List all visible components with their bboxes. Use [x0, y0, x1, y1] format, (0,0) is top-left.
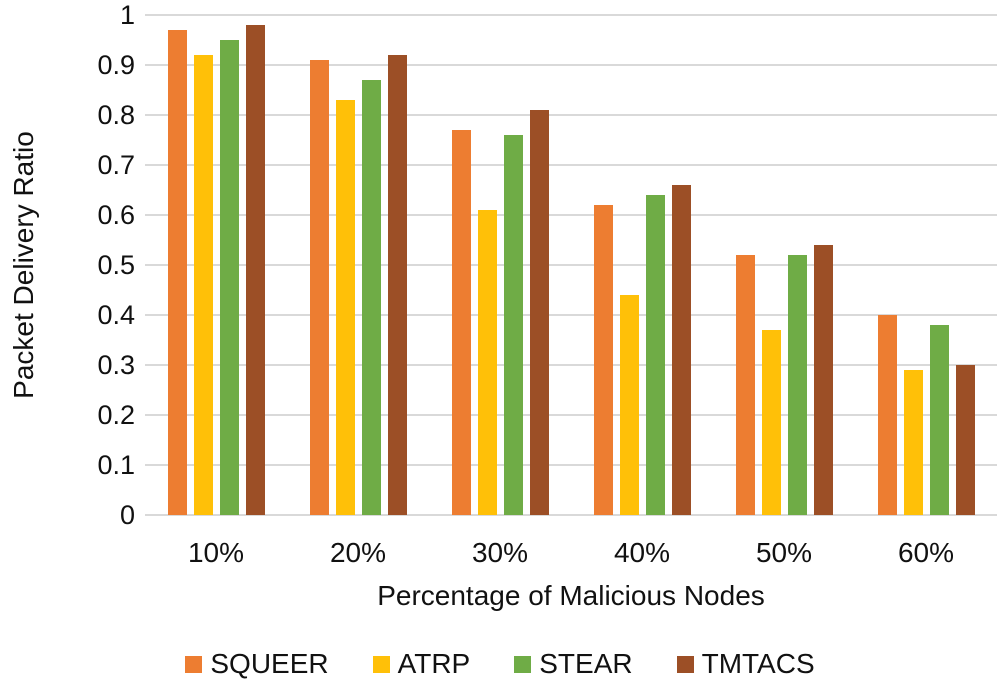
bar-stear-60%	[929, 325, 949, 515]
y-tick-label-0.7: 0.7	[97, 150, 135, 180]
y-tick-label-0: 0	[119, 500, 135, 530]
bar-tmtacs-50%	[813, 245, 833, 515]
legend-label-atrp: ATRP	[397, 648, 471, 679]
y-tick-label-0.4: 0.4	[97, 300, 135, 330]
bar-stear-50%	[787, 255, 807, 515]
y-tick-labels: 1 0.9 0.8 0.7 0.6 0.5 0.4 0.3 0.2 0.1 0	[0, 0, 135, 530]
legend-swatch-squeer	[185, 655, 203, 673]
x-tick-label-60%: 60%	[897, 537, 955, 568]
bar-squeer-20%	[309, 60, 329, 515]
gridline-0.8	[145, 114, 997, 116]
bar-group-10%	[145, 15, 287, 515]
bar-stear-10%	[219, 40, 239, 515]
bar-group-50%	[713, 15, 855, 515]
gridline-0.1	[145, 464, 997, 466]
gridline-0.4	[145, 314, 997, 316]
legend-label-squeer: SQUEER	[210, 648, 329, 679]
x-tick-labels: 10% 20% 30% 40% 50% 60%	[145, 537, 997, 569]
y-tick-label-0.8: 0.8	[97, 100, 135, 130]
bar-tmtacs-40%	[671, 185, 691, 515]
bar-group-20%	[287, 15, 429, 515]
legend-item-tmtacs: TMTACS	[676, 648, 815, 680]
y-tick-label-0.6: 0.6	[97, 200, 135, 230]
bar-squeer-60%	[877, 315, 897, 515]
bar-atrp-40%	[619, 295, 639, 515]
bar-group-40%	[571, 15, 713, 515]
gridline-0	[145, 514, 997, 516]
bar-groups	[145, 15, 997, 515]
y-tick-label-0.1: 0.1	[97, 450, 135, 480]
legend-swatch-atrp	[372, 655, 390, 673]
legend-item-stear: STEAR	[514, 648, 633, 680]
gridline-0.6	[145, 214, 997, 216]
legend-label-tmtacs: TMTACS	[701, 648, 815, 679]
legend-swatch-stear	[514, 655, 532, 673]
bar-atrp-10%	[193, 55, 213, 515]
y-tick-label-0.9: 0.9	[97, 50, 135, 80]
bar-tmtacs-60%	[955, 365, 975, 515]
x-tick-label-10%: 10%	[187, 537, 245, 568]
legend-label-stear: STEAR	[539, 648, 633, 679]
y-tick-label-0.3: 0.3	[97, 350, 135, 380]
bar-tmtacs-10%	[245, 25, 265, 515]
y-tick-label-0.5: 0.5	[97, 250, 135, 280]
gridline-0.3	[145, 364, 997, 366]
bar-squeer-40%	[593, 205, 613, 515]
bar-group-30%	[429, 15, 571, 515]
bar-squeer-10%	[167, 30, 187, 515]
gridline-0.5	[145, 264, 997, 266]
bar-atrp-20%	[335, 100, 355, 515]
bar-group-60%	[855, 15, 997, 515]
y-tick-label-0.2: 0.2	[97, 400, 135, 430]
bar-atrp-60%	[903, 370, 923, 515]
gridline-0.9	[145, 64, 997, 66]
x-tick-label-20%: 20%	[329, 537, 387, 568]
bar-stear-20%	[361, 80, 381, 515]
legend: SQUEER ATRP STEAR TMTACS	[0, 648, 1000, 680]
x-tick-label-40%: 40%	[613, 537, 671, 568]
y-tick-label-1: 1	[119, 0, 135, 30]
bar-atrp-50%	[761, 330, 781, 515]
legend-item-squeer: SQUEER	[185, 648, 329, 680]
x-axis-title: Percentage of Malicious Nodes	[377, 580, 765, 611]
gridline-0.7	[145, 164, 997, 166]
bar-squeer-50%	[735, 255, 755, 515]
x-tick-label-30%: 30%	[471, 537, 529, 568]
legend-item-atrp: ATRP	[372, 648, 471, 680]
bar-stear-40%	[645, 195, 665, 515]
gridline-1	[145, 14, 997, 16]
bar-atrp-30%	[477, 210, 497, 515]
gridline-0.2	[145, 414, 997, 416]
bar-tmtacs-20%	[387, 55, 407, 515]
bar-tmtacs-30%	[529, 110, 549, 515]
legend-swatch-tmtacs	[676, 655, 694, 673]
plot-area	[145, 14, 997, 516]
bar-stear-30%	[503, 135, 523, 515]
x-tick-label-50%: 50%	[755, 537, 813, 568]
bar-squeer-30%	[451, 130, 471, 515]
